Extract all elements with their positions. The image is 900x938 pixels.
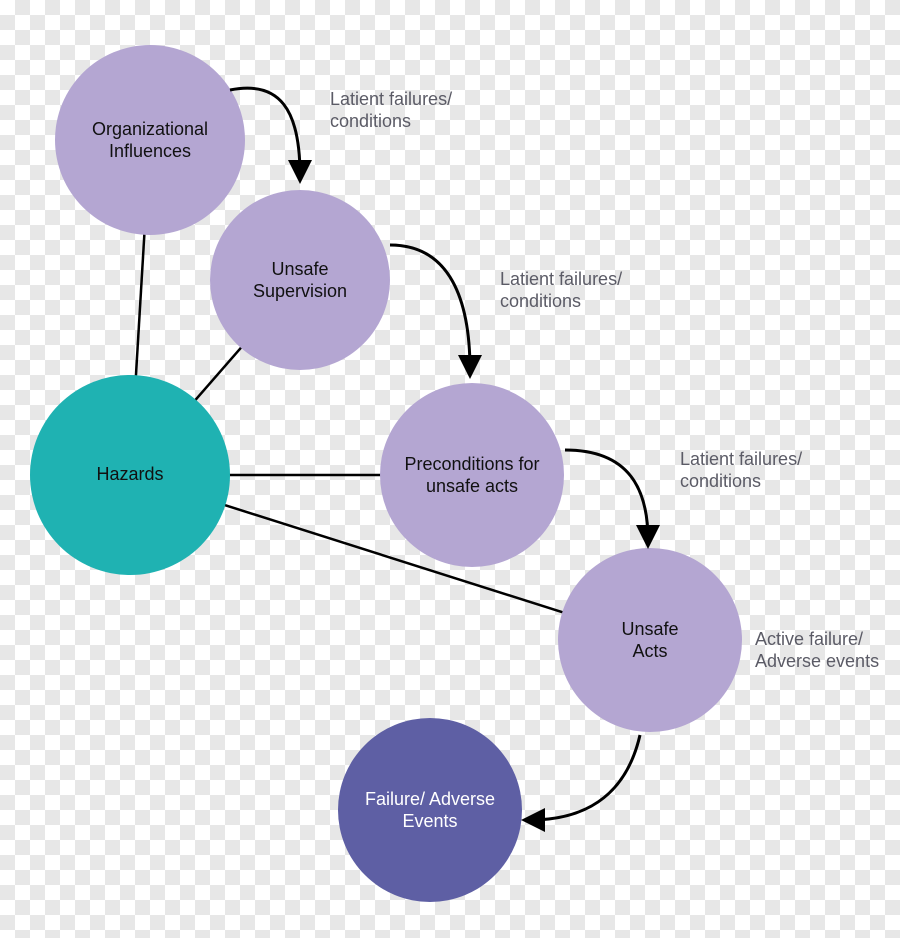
arrow-acts-to-fail <box>530 735 640 820</box>
node-unsafe-supervision: Unsafe Supervision <box>210 190 390 370</box>
node-org-label-1: Organizational <box>92 119 208 139</box>
annot-4-line-2: Adverse events <box>755 651 879 671</box>
node-hazards: Hazards <box>30 375 230 575</box>
node-pre-label-1: Preconditions for <box>404 454 539 474</box>
annot-3-line-1: Latient failures/ <box>680 449 802 469</box>
node-pre-label-2: unsafe acts <box>426 476 518 496</box>
arrow-pre-to-acts <box>565 450 648 540</box>
node-sup-label-2: Supervision <box>253 281 347 301</box>
node-fail-label-2: Events <box>402 811 457 831</box>
node-acts-label-1: Unsafe <box>621 619 678 639</box>
node-organizational-influences: Organizational Influences <box>55 45 245 235</box>
annot-3-line-2: conditions <box>680 471 761 491</box>
node-unsafe-acts: Unsafe Acts <box>558 548 742 732</box>
node-fail-label-1: Failure/ Adverse <box>365 789 495 809</box>
node-failure-adverse-events: Failure/ Adverse Events <box>338 718 522 902</box>
node-preconditions: Preconditions for unsafe acts <box>380 383 564 567</box>
annot-2-line-2: conditions <box>500 291 581 311</box>
node-haz-label-1: Hazards <box>96 464 163 484</box>
annot-2-line-1: Latient failures/ <box>500 269 622 289</box>
node-org-label-2: Influences <box>109 141 191 161</box>
node-acts-label-2: Acts <box>632 641 667 661</box>
annot-4-line-1: Active failure/ <box>755 629 863 649</box>
diagram-canvas: Organizational Influences Unsafe Supervi… <box>0 0 900 938</box>
arrow-sup-to-pre <box>390 245 470 370</box>
annot-1-line-1: Latient failures/ <box>330 89 452 109</box>
node-sup-label-1: Unsafe <box>271 259 328 279</box>
diagram-svg: Organizational Influences Unsafe Supervi… <box>0 0 900 938</box>
annot-1-line-2: conditions <box>330 111 411 131</box>
